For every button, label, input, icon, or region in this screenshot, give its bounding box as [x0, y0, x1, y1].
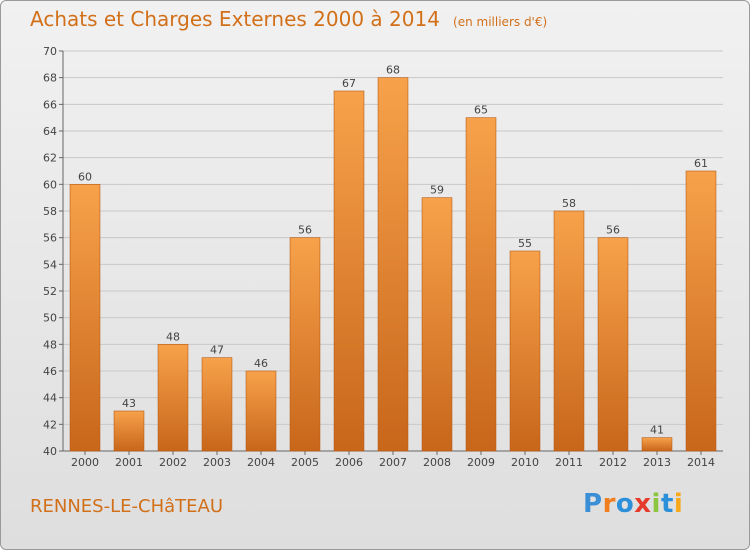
data-label-2006: 67 [342, 77, 356, 90]
x-tick-label: 2011 [555, 456, 583, 469]
x-tick-label: 2013 [643, 456, 671, 469]
bar-2000[interactable] [69, 184, 101, 452]
x-tick-label: 2005 [291, 456, 319, 469]
bar-2004[interactable] [245, 370, 277, 452]
data-label-2001: 43 [122, 397, 136, 410]
y-tick-label: 40 [43, 445, 57, 458]
bar-2010[interactable] [509, 250, 541, 452]
data-label-2005: 56 [298, 224, 312, 237]
bar-2014[interactable] [685, 170, 717, 452]
logo-letter: o [615, 489, 635, 519]
y-tick-label: 64 [43, 125, 57, 138]
title-row: Achats et Charges Externes 2000 à 2014 (… [30, 7, 547, 31]
bar-2007[interactable] [377, 77, 409, 452]
bar-2002[interactable] [157, 344, 189, 452]
data-label-2009: 65 [474, 104, 488, 117]
y-tick-label: 58 [43, 205, 57, 218]
chart-title: Achats et Charges Externes 2000 à 2014 [30, 7, 440, 31]
y-tick-label: 60 [43, 178, 57, 191]
x-tick-label: 2008 [423, 456, 451, 469]
y-tick-label: 46 [43, 365, 57, 378]
y-tick-label: 42 [43, 418, 57, 431]
x-tick-label: 2004 [247, 456, 275, 469]
x-tick-label: 2009 [467, 456, 495, 469]
data-label-2002: 48 [166, 330, 180, 343]
bar-2011[interactable] [553, 210, 585, 452]
bars [69, 77, 717, 452]
data-label-2000: 60 [78, 170, 92, 183]
x-tick-label: 2010 [511, 456, 539, 469]
x-tick-label: 2006 [335, 456, 363, 469]
x-tick-label: 2002 [159, 456, 187, 469]
x-tick-label: 2001 [115, 456, 143, 469]
y-tick-label: 66 [43, 98, 57, 111]
commune-name: RENNES-LE-CHâTEAU [30, 496, 223, 517]
y-tick-label: 56 [43, 232, 57, 245]
y-tick-label: 70 [43, 45, 57, 58]
y-tick-label: 68 [43, 72, 57, 85]
logo-letter: x [634, 489, 652, 519]
bar-2008[interactable] [421, 197, 453, 452]
y-tick-label: 54 [43, 258, 57, 271]
bar-2012[interactable] [597, 237, 629, 452]
x-tick-label: 2014 [687, 456, 715, 469]
bar-2005[interactable] [289, 237, 321, 452]
logo-letter: i [651, 489, 661, 519]
data-label-2003: 47 [210, 344, 224, 357]
bar-2013[interactable] [641, 437, 673, 452]
data-label-2013: 41 [650, 424, 664, 437]
x-tick-label: 2000 [71, 456, 99, 469]
bar-2003[interactable] [201, 357, 233, 452]
x-tick-label: 2012 [599, 456, 627, 469]
y-tick-label: 52 [43, 285, 57, 298]
data-label-2007: 68 [386, 64, 400, 77]
logo-letter: i [673, 489, 684, 519]
data-label-2012: 56 [606, 224, 620, 237]
y-tick-label: 50 [43, 312, 57, 325]
data-label-2010: 55 [518, 237, 532, 250]
data-label-2008: 59 [430, 184, 444, 197]
data-labels: 60 43 48 47 46 56 67 68 59 65 55 58 56 41 61 [78, 64, 708, 437]
logo-letter: P [583, 489, 603, 519]
y-tick-label: 48 [43, 338, 57, 351]
chart-subtitle: (en milliers d'€) [453, 15, 548, 29]
logo-letter: t [660, 489, 674, 519]
logo-letter: r [602, 489, 616, 519]
bar-2001[interactable] [113, 410, 145, 452]
data-label-2014: 61 [694, 157, 708, 170]
x-tick-label: 2003 [203, 456, 231, 469]
y-tick-label: 44 [43, 392, 57, 405]
x-tick-label: 2007 [379, 456, 407, 469]
data-label-2004: 46 [254, 357, 268, 370]
bar-2009[interactable] [465, 117, 497, 452]
bar-2006[interactable] [333, 90, 365, 452]
y-tick-label: 62 [43, 152, 57, 165]
proxiti-logo[interactable]: Proxiti [583, 489, 683, 519]
data-label-2011: 58 [562, 197, 576, 210]
